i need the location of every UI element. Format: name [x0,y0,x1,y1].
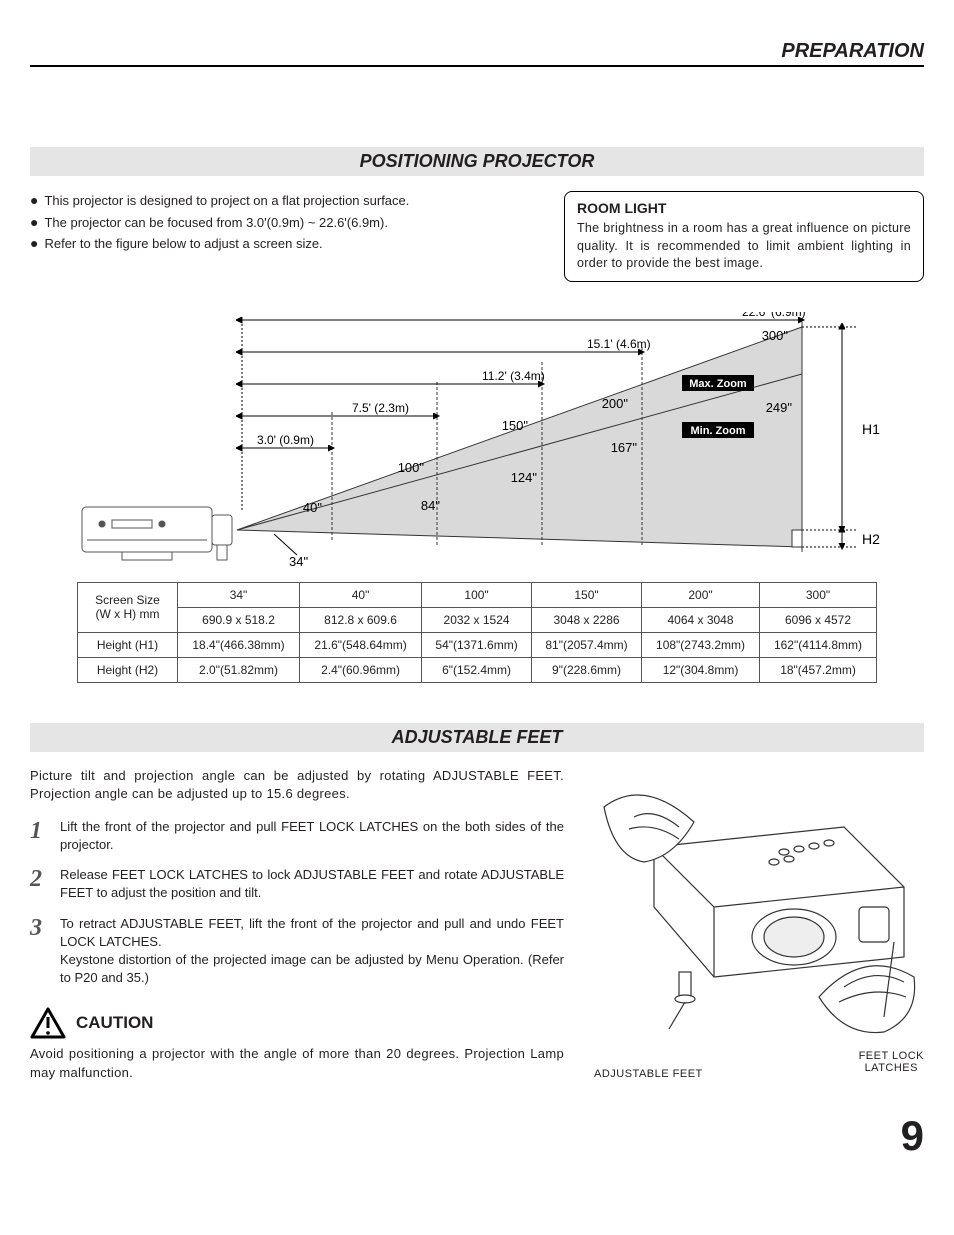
svg-text:100": 100" [398,460,425,475]
step-num-3: 3 [30,915,60,988]
screen-size-table: Screen Size (W x H) mm 34" 40" 100" 150"… [77,582,877,683]
svg-text:7.5' (2.3m): 7.5' (2.3m) [352,401,409,415]
step-text-1: Lift the front of the projector and pull… [60,818,564,854]
section-positioning: POSITIONING PROJECTOR [30,147,924,176]
af-intro: Picture tilt and projection angle can be… [30,767,564,803]
svg-text:34": 34" [289,554,308,569]
step-text-3: To retract ADJUSTABLE FEET, lift the fro… [60,915,564,988]
svg-text:84": 84" [421,498,440,513]
section-adjustable-feet: ADJUSTABLE FEET [30,723,924,752]
svg-text:124": 124" [511,470,538,485]
page-number: 9 [30,1112,924,1160]
bullet-2: The projector can be focused from 3.0'(0… [44,213,387,233]
svg-text:200": 200" [602,396,629,411]
svg-text:Max. Zoom: Max. Zoom [689,378,747,390]
svg-text:11.2' (3.4m): 11.2' (3.4m) [482,369,545,383]
table-rowhead-size: Screen Size (W x H) mm [78,582,178,632]
page-header: PREPARATION [30,40,924,67]
svg-text:249": 249" [766,400,793,415]
room-light-body: The brightness in a room has a great inf… [577,220,911,273]
svg-text:Min. Zoom: Min. Zoom [691,425,746,437]
label-feet-lock-latches: FEET LOCK LATCHES [859,1050,924,1074]
label-adjustable-feet: ADJUSTABLE FEET [594,1068,703,1080]
bullet-1: This projector is designed to project on… [44,191,409,211]
room-light-box: ROOM LIGHT The brightness in a room has … [564,191,924,282]
bullet-3: Refer to the figure below to adjust a sc… [44,234,322,254]
caution-icon [30,1007,66,1039]
bullets-block: ●This projector is designed to project o… [30,191,544,282]
adjustable-feet-illustration: ADJUSTABLE FEET FEET LOCK LATCHES [584,767,924,1082]
step-num-2: 2 [30,866,60,902]
svg-text:H2: H2 [862,531,880,547]
svg-text:22.6' (6.9m): 22.6' (6.9m) [742,312,806,319]
svg-text:40": 40" [303,500,322,515]
step-text-2: Release FEET LOCK LATCHES to lock ADJUST… [60,866,564,902]
svg-text:15.1' (4.6m): 15.1' (4.6m) [587,337,651,351]
room-light-title: ROOM LIGHT [577,200,911,216]
svg-text:167": 167" [611,440,638,455]
projection-diagram: 22.6' (6.9m) 15.1' (4.6m) 11.2' (3.4m) 7… [42,312,912,572]
caution-label: CAUTION [76,1013,153,1033]
svg-text:3.0' (0.9m): 3.0' (0.9m) [257,433,314,447]
step-num-1: 1 [30,818,60,854]
caution-text: Avoid positioning a projector with the a… [30,1045,564,1081]
svg-text:300": 300" [762,328,789,343]
svg-text:150": 150" [502,418,529,433]
svg-text:H1: H1 [862,421,880,437]
